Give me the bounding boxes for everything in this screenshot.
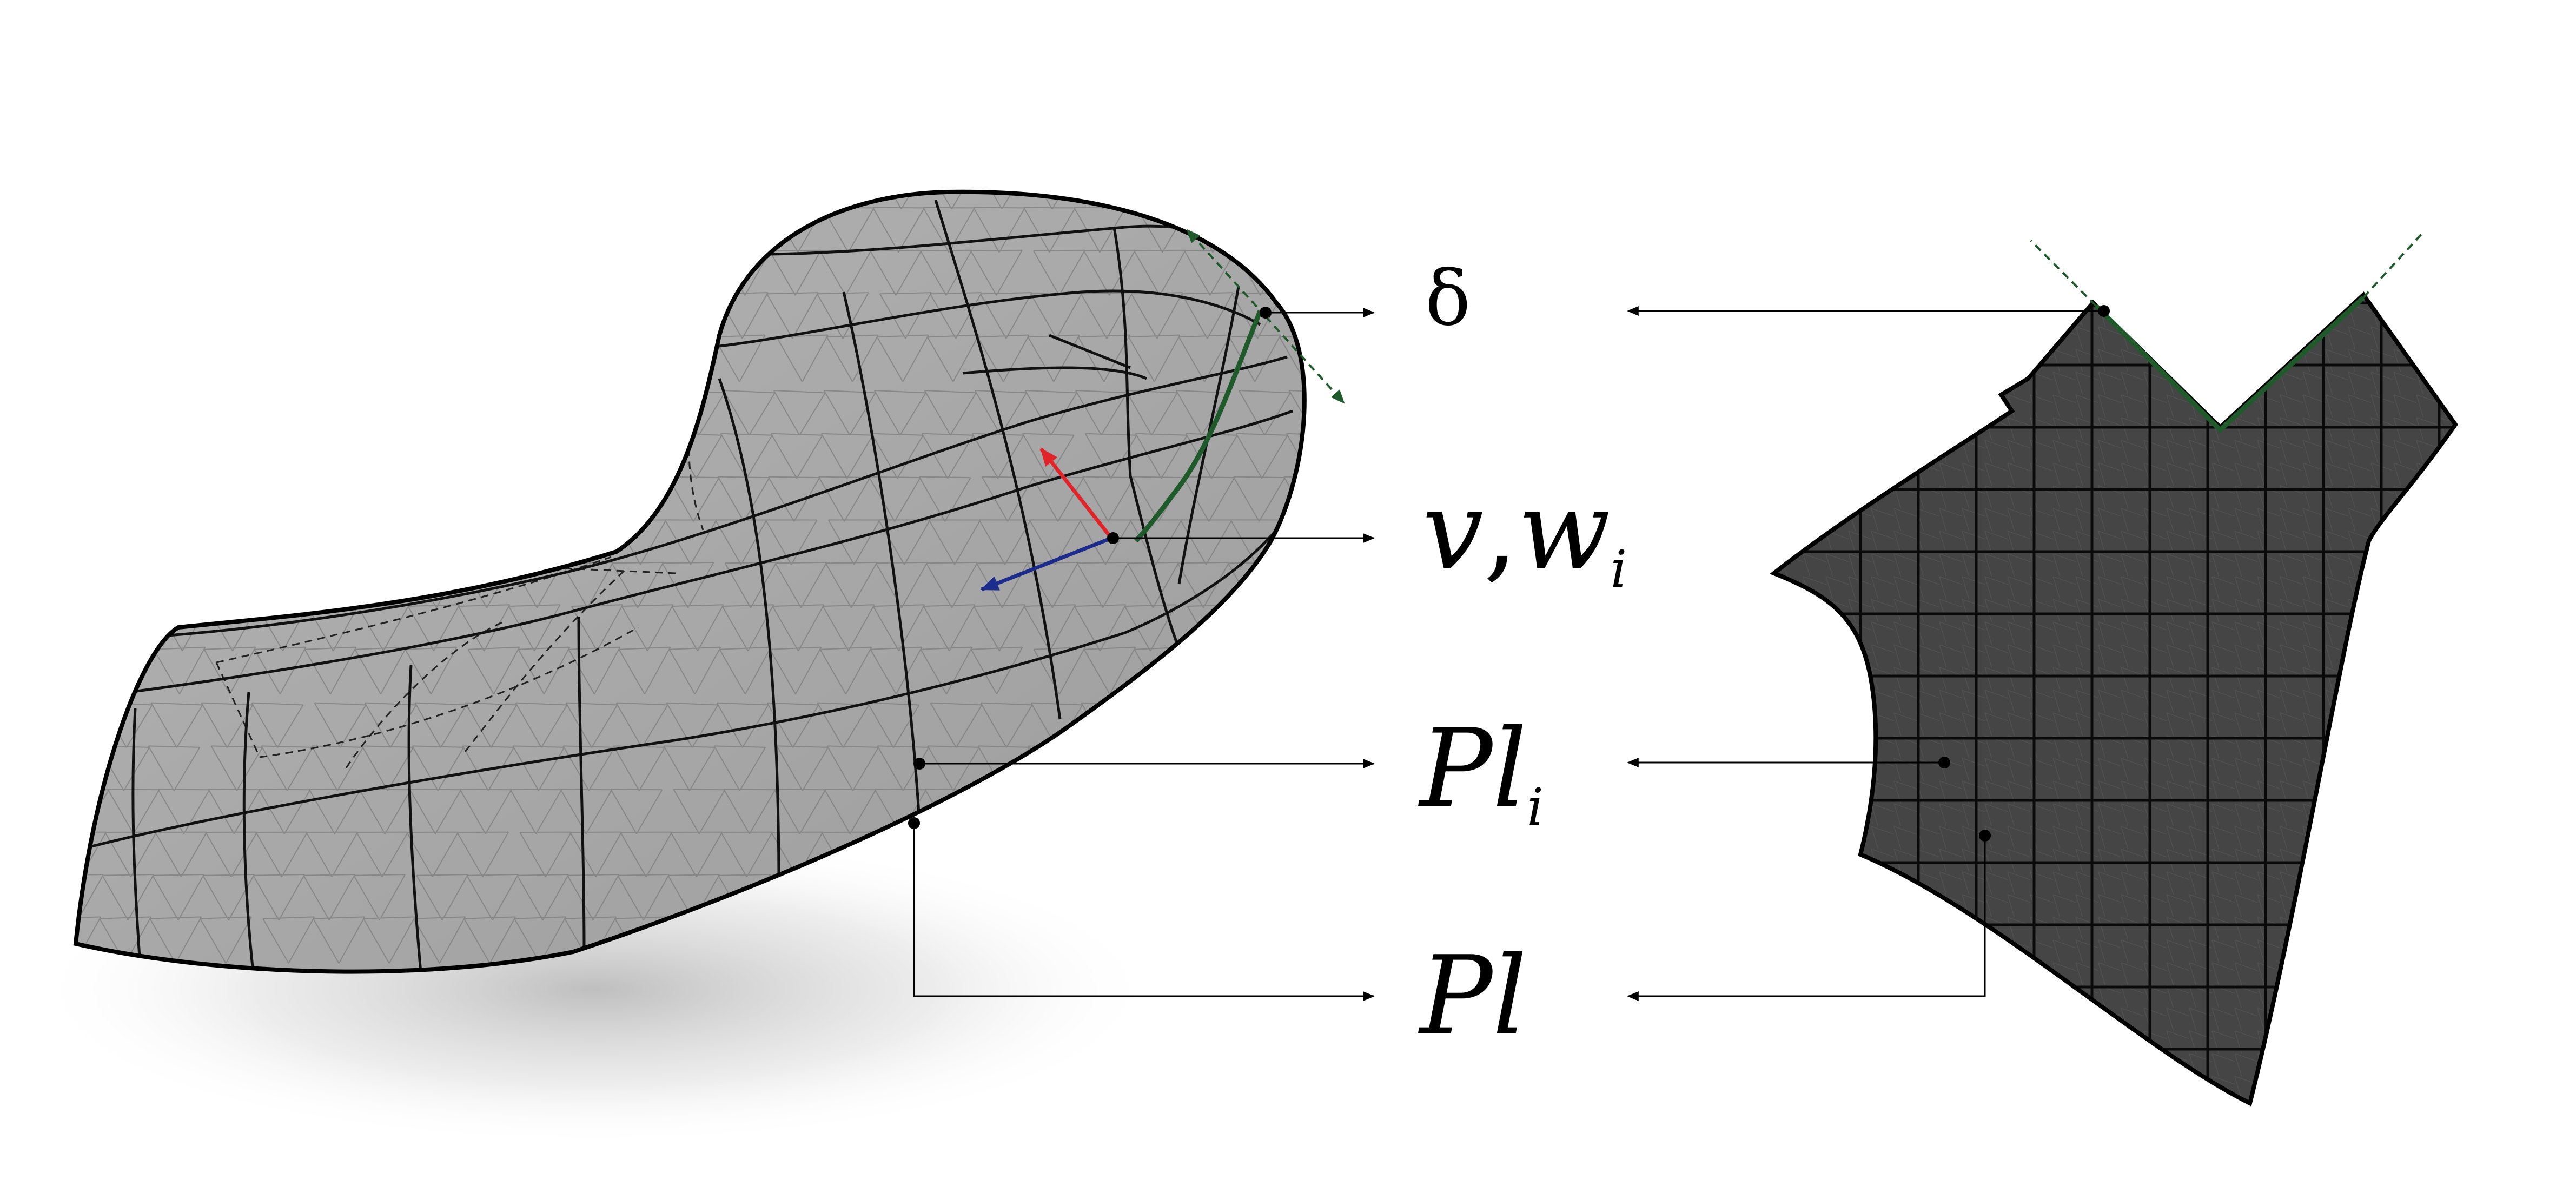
label-delta: δ <box>1425 255 1471 343</box>
surface-coarse-quad-mesh <box>81 200 1293 972</box>
param-boundary-curve <box>2094 295 2366 434</box>
param-boundary-dashed-left <box>2030 240 2097 307</box>
label-pl-i-subscript: i <box>1527 778 1544 837</box>
leader-lines <box>913 306 2104 1001</box>
surface-tangent-dashed-2 <box>1264 315 1345 404</box>
param-body <box>1774 295 2455 1103</box>
param-boundary-dashed-right <box>2362 231 2424 299</box>
surface-tangent-dashed <box>1186 229 1267 317</box>
label-w: w <box>1518 468 1611 594</box>
normal-arrow <box>1039 447 1113 540</box>
parameter-domain <box>1770 231 2458 1107</box>
label-w-subscript: i <box>1611 540 1627 599</box>
labels: δ v,wi Pli Pl <box>1418 255 1627 1059</box>
param-outline <box>1770 291 2458 1107</box>
label-comma: , <box>1484 468 1518 594</box>
surface-boundary-curve <box>1134 310 1263 543</box>
label-pl: Pl <box>1418 933 1527 1059</box>
label-v-w: v,wi <box>1422 468 1627 599</box>
leader-pl-right <box>1627 836 1986 1001</box>
surface-3d <box>73 189 1345 974</box>
tangent-arrow <box>980 536 1112 592</box>
label-pl-i-main: Pl <box>1418 706 1527 832</box>
leader-pl-left <box>913 823 1375 1001</box>
label-pl-i: Pli <box>1418 706 1544 837</box>
label-v: v <box>1422 468 1484 594</box>
